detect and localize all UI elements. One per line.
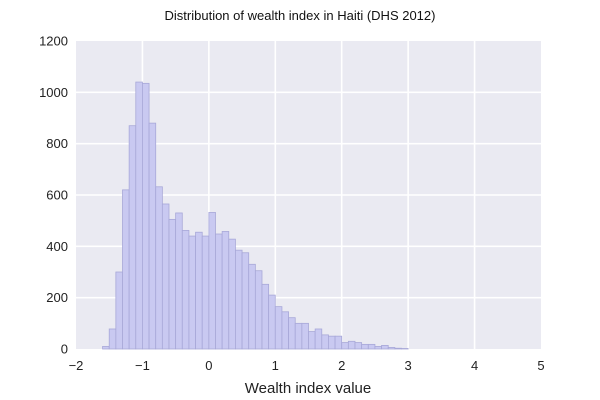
histogram-bar [142,82,150,350]
histogram-bar [314,328,323,350]
histogram-bar [274,306,283,350]
histogram-bar [288,317,296,350]
histogram-bar [201,235,210,350]
y-tick-label: 200 [46,290,68,305]
histogram-bar [122,189,130,350]
histogram-bar [347,340,356,350]
histogram-bar [254,270,263,350]
histogram-bar [281,311,289,350]
histogram-bar [354,342,363,350]
y-axis-ticks: 0 200 400 600 800 1000 1200 [39,34,68,357]
chart-title: Distribution of wealth index in Haiti (D… [165,8,436,23]
histogram-bar [394,347,402,350]
histogram-bar [128,125,137,350]
histogram-bar [102,346,110,350]
histogram-bar [208,212,216,350]
x-tick-label: 5 [537,358,544,373]
histogram-bar [155,186,163,350]
histogram-bar [215,233,223,350]
histogram-bar [308,331,316,350]
x-tick-label: 1 [272,358,279,373]
x-tick-label: −1 [135,358,150,373]
y-tick-label: 600 [46,188,68,203]
histogram-bar [387,347,396,350]
histogram-bar [221,231,230,350]
x-tick-label: 4 [471,358,478,373]
histogram-bar [374,346,382,350]
histogram-bar [115,271,123,350]
y-tick-label: 1200 [39,34,68,49]
y-tick-label: 1000 [39,85,68,100]
histogram-bar [108,328,117,350]
histogram-bar [195,231,203,350]
histogram-bar [235,249,243,350]
histogram-bar [181,230,190,350]
y-tick-label: 400 [46,239,68,254]
histogram-bar [175,212,183,350]
histogram-bar [248,263,256,350]
histogram-bar [188,235,196,350]
x-tick-label: −2 [69,358,84,373]
y-tick-label: 0 [61,342,68,357]
histogram-bar [228,238,236,350]
x-tick-label: 2 [338,358,345,373]
histogram-bar [268,294,276,350]
histogram-bar [135,81,143,350]
histogram-bar [294,322,303,350]
histogram-bar [168,218,177,350]
histogram-bar [334,335,343,350]
histogram-bar [367,343,376,350]
histogram-bar [361,343,369,350]
histogram-bar [161,203,170,350]
histogram-bar [321,334,329,350]
bars [102,81,409,350]
histogram-bar [401,348,409,350]
y-tick-label: 800 [46,136,68,151]
x-axis-ticks: −2 −1 0 1 2 3 4 5 [69,358,545,373]
histogram-bar [341,342,349,350]
histogram-bar [381,345,389,350]
histogram-bar [261,283,270,350]
histogram-bar [301,322,309,350]
histogram-bar [148,122,157,350]
histogram-bar [328,335,336,350]
histogram-bar [241,252,250,350]
x-tick-label: 0 [205,358,212,373]
x-tick-label: 3 [405,358,412,373]
x-axis-label: Wealth index value [245,380,371,397]
